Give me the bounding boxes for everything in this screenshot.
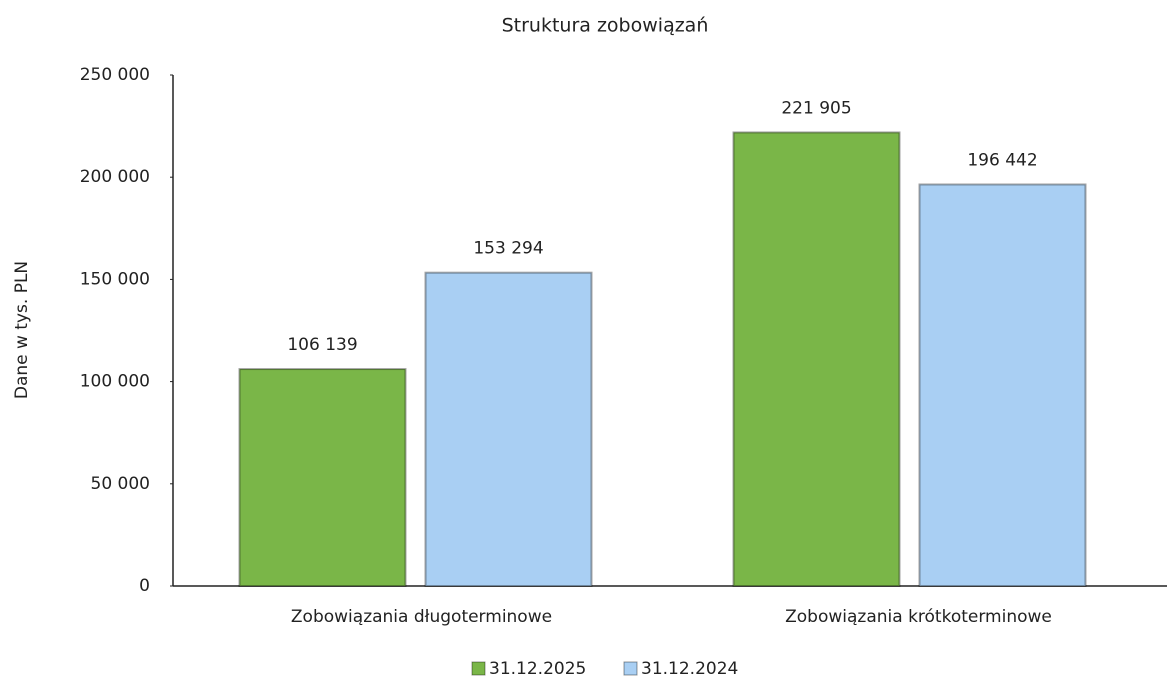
- y-tick-label: 100 000: [80, 372, 150, 392]
- legend-swatch: [471, 661, 486, 676]
- legend-label: 31.12.2025: [489, 659, 586, 679]
- value-label: 153 294: [473, 239, 543, 259]
- chart-title: Struktura zobowiązań: [502, 15, 709, 37]
- value-label: 221 905: [781, 98, 851, 118]
- y-tick-label: 250 000: [80, 65, 150, 85]
- bar: [238, 368, 407, 587]
- legend-swatch: [623, 661, 638, 676]
- bar: [918, 183, 1087, 587]
- value-label: 106 139: [287, 335, 357, 355]
- x-tick-label: Zobowiązania krótkoterminowe: [785, 607, 1052, 627]
- value-label: 196 442: [967, 150, 1037, 170]
- bar: [732, 131, 901, 587]
- y-tick-label: 150 000: [80, 269, 150, 289]
- y-axis-label: Dane w tys. PLN: [12, 261, 32, 399]
- legend-label: 31.12.2024: [641, 659, 738, 679]
- y-tick-label: 200 000: [80, 167, 150, 187]
- bar: [424, 271, 593, 587]
- x-tick-label: Zobowiązania długoterminowe: [291, 607, 552, 627]
- y-tick-label: 0: [139, 576, 150, 596]
- y-tick-label: 50 000: [91, 474, 150, 494]
